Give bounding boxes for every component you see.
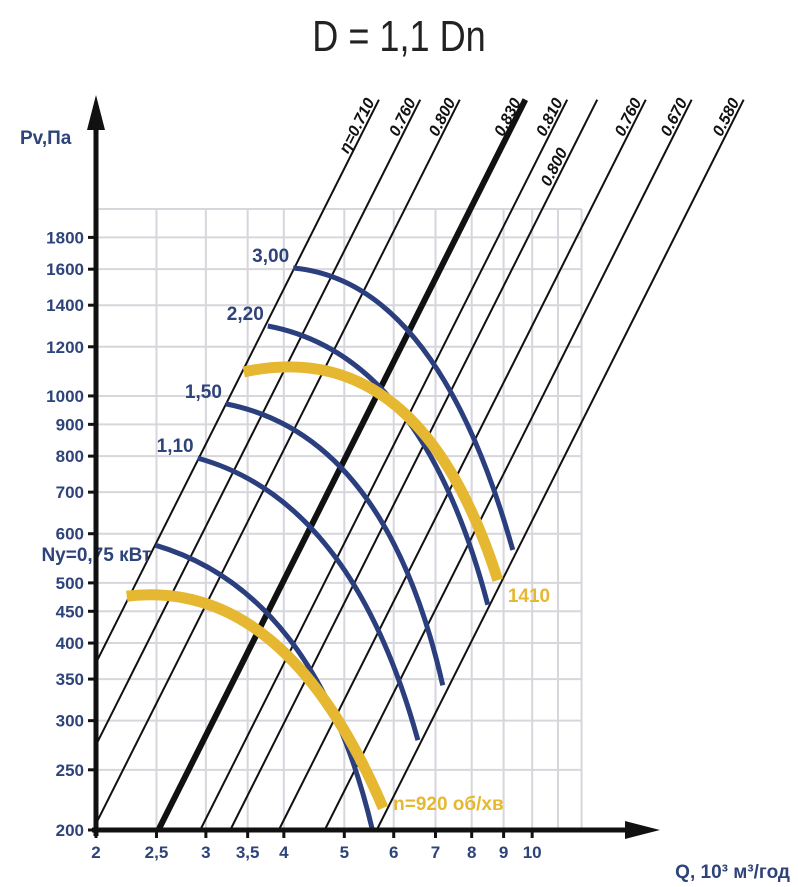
y-tick-label: 350 [56,670,84,689]
x-tick-label: 2,5 [145,843,169,862]
power-curve-label: 2,20 [227,304,264,325]
y-tick-label: 1400 [46,296,84,315]
x-tick-label: 7 [431,843,440,862]
x-tick-label: 3 [201,843,210,862]
efficiency-label: 0.800 [426,96,459,139]
y-tick-label: 1000 [46,387,84,406]
x-axis-arrow [625,821,660,839]
efficiency-line [229,99,599,831]
efficiency-label: 0.830 [492,96,525,139]
x-tick-label: 9 [499,843,508,862]
x-tick-label: 8 [467,843,476,862]
x-tick-label: 2 [91,843,100,862]
y-tick-label: 700 [56,483,84,502]
efficiency-line [95,99,422,746]
efficiency-line [95,99,461,825]
efficiency-line [277,99,647,831]
y-axis-arrow [87,95,105,130]
speed-curve-label: 1410 [508,586,550,607]
x-tick-label: 5 [340,843,349,862]
efficiency-label: 0.760 [612,96,645,139]
chart-title: D = 1,1 Dn [312,12,486,61]
efficiency-line [375,99,745,831]
y-tick-label: 1800 [46,228,84,247]
efficiency-line [323,99,693,831]
efficiency-label: η=0.710 [336,96,378,157]
y-tick-label: 900 [56,415,84,434]
y-axis-label: Pv,Па [20,128,72,149]
efficiency-label: 0.800 [538,146,571,189]
efficiency-label: 0.580 [710,96,743,139]
efficiency-label: 0.760 [386,96,419,139]
efficiency-line [95,99,380,664]
y-tick-label: 400 [56,634,84,653]
y-tick-label: 200 [56,821,84,840]
y-tick-label: 600 [56,525,84,544]
x-axis-label: Q, 10³ м³/год [675,862,790,883]
power-curve [196,455,421,741]
power-curve-label: 3,00 [252,246,289,267]
y-tick-label: 300 [56,712,84,731]
efficiency-line [155,98,529,832]
power-curve-label: 1,10 [157,436,194,457]
power-curve [292,265,516,551]
efficiency-label: 0.670 [658,96,691,139]
y-tick-label: 800 [56,447,84,466]
y-tick-label: 500 [56,574,84,593]
efficiency-line [199,99,569,831]
x-tick-label: 6 [389,843,398,862]
speed-curve-label: n=920 об/хв [393,794,504,815]
x-tick-label: 10 [523,843,542,862]
y-tick-label: 1200 [46,338,84,357]
y-tick-label: 450 [56,602,84,621]
x-tick-label: 4 [279,843,289,862]
x-tick-label: 3,5 [236,843,260,862]
speed-curve [242,361,504,582]
speed-curve [126,589,389,811]
power-curve [154,542,375,830]
power-curve [225,401,446,686]
y-tick-label: 250 [56,761,84,780]
efficiency-label: 0.810 [533,96,566,139]
power-curve-label: 1,50 [185,382,222,403]
y-tick-label: 1600 [46,260,84,279]
